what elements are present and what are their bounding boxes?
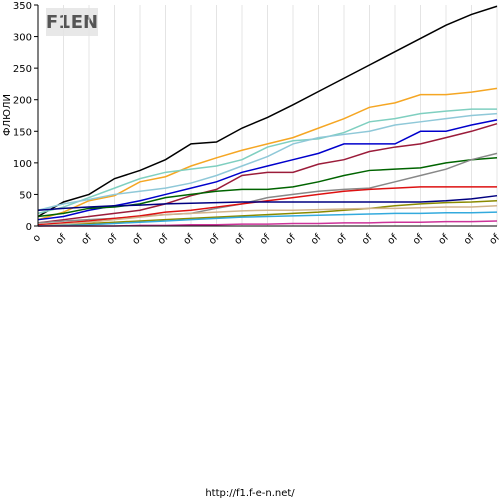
series-line (37, 186, 497, 226)
x-tick-label: of (131, 232, 146, 247)
series-line (37, 5, 498, 218)
x-tick-label: o (31, 232, 43, 244)
series-line (37, 211, 498, 227)
x-tick-label: of (80, 232, 95, 247)
y-tick-label: 200 (13, 96, 32, 107)
series-line (37, 108, 497, 215)
x-tick-label: of (258, 232, 273, 247)
y-tick-label: 300 (13, 33, 32, 44)
series-line (37, 199, 498, 227)
x-tick-label: of (411, 232, 426, 247)
y-axis-label: ФЛЮЛИ (2, 94, 13, 136)
y-tick-label: 100 (13, 159, 32, 170)
x-tick-label: of (437, 232, 452, 247)
y-tick-label: 50 (19, 190, 32, 201)
series-line (37, 194, 498, 211)
series-line (37, 122, 498, 224)
x-tick-label: of (54, 232, 69, 247)
y-tick-label: 350 (13, 1, 32, 12)
x-tick-label: of (207, 232, 222, 247)
x-tick-label: of (335, 232, 350, 247)
x-tick-label: of (386, 232, 401, 247)
logo: F1EN (46, 12, 98, 33)
y-tick-label: 250 (13, 64, 32, 75)
series-line (37, 87, 498, 221)
x-tick-label: of (105, 232, 120, 247)
x-tick-label: of (284, 232, 299, 247)
x-tick-label: of (309, 232, 324, 247)
x-tick-label: of (182, 232, 197, 247)
y-tick-label: 0 (26, 222, 32, 233)
x-tick-label: of (488, 232, 500, 247)
x-tick-label: of (360, 232, 375, 247)
x-tick-label: of (462, 232, 477, 247)
y-tick-label: 150 (13, 127, 32, 138)
x-tick-label: of (156, 232, 171, 247)
series-line (37, 112, 498, 211)
series-line (37, 205, 498, 227)
footer: http://f1.f-e-n.net/ (205, 488, 295, 499)
series-line (37, 157, 498, 218)
x-tick-label: of (233, 232, 248, 247)
